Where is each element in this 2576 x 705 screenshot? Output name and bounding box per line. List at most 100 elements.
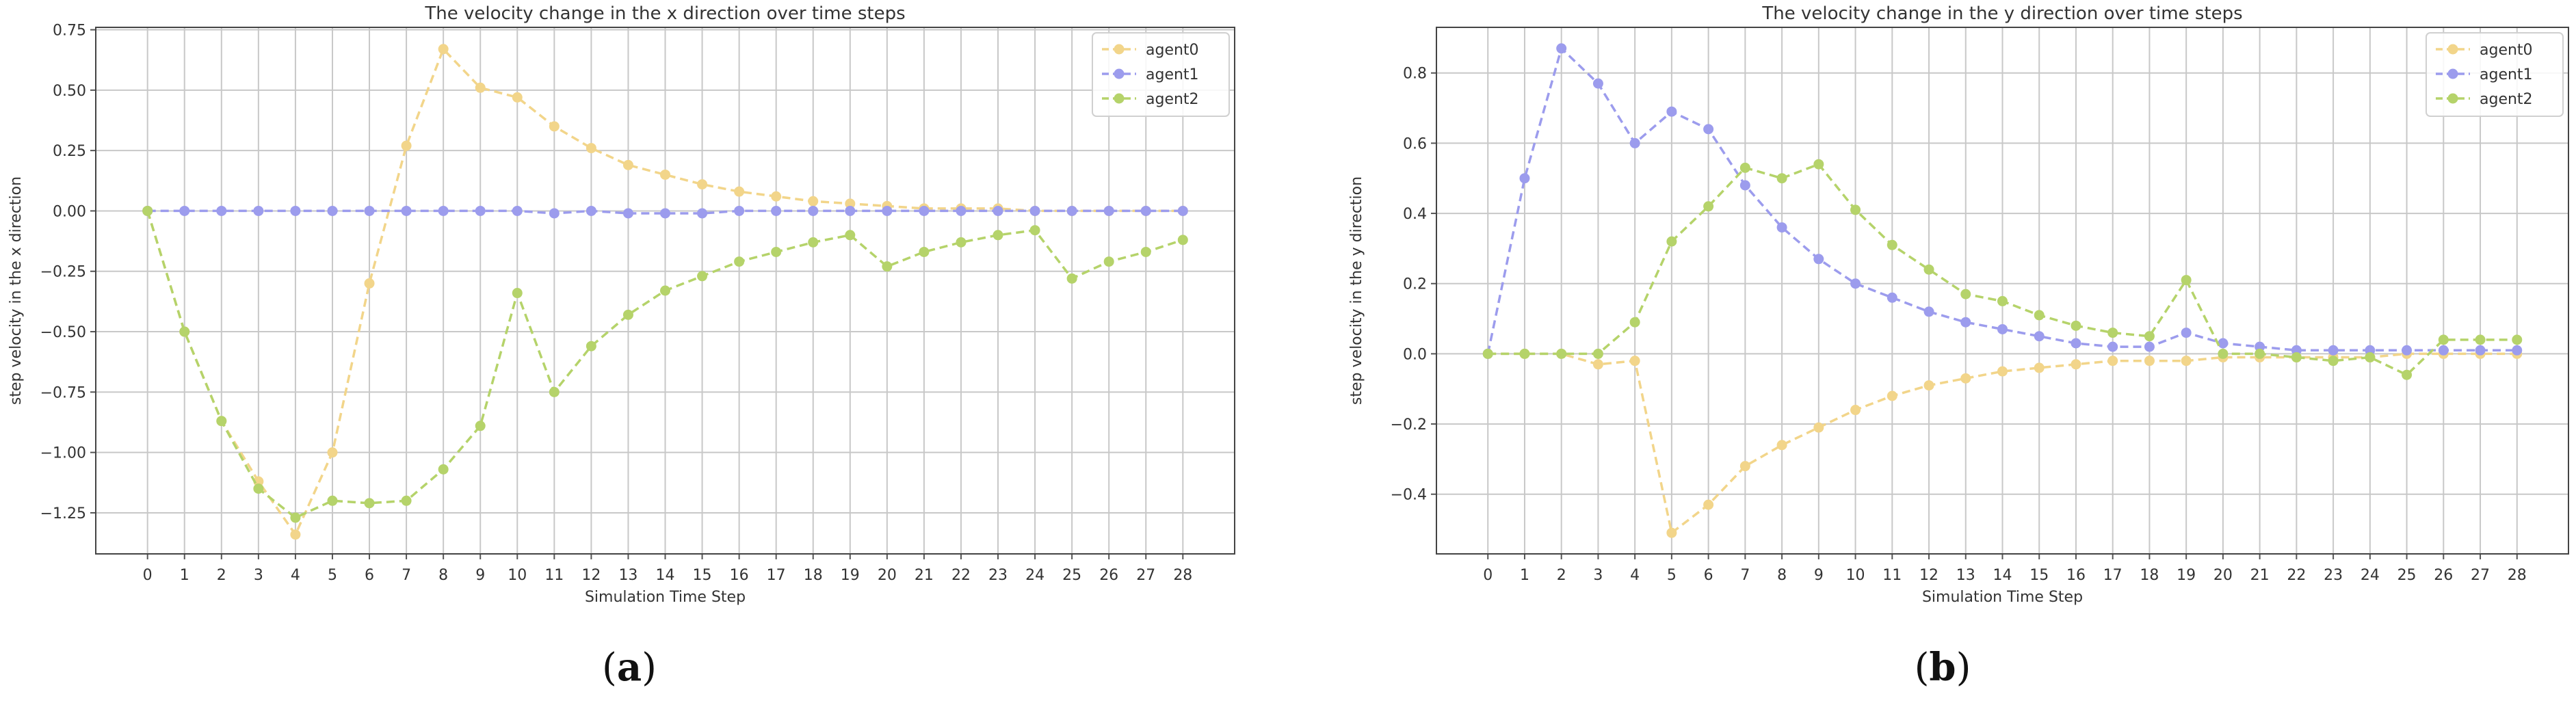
data-point-agent0 [845, 198, 856, 209]
data-point-agent0 [475, 82, 486, 93]
data-point-agent1 [2512, 345, 2523, 356]
x-tick-label: 5 [328, 567, 337, 584]
y-tick-label: 0.50 [53, 83, 86, 100]
y-tick-label: −1.25 [40, 505, 86, 522]
grid [1436, 27, 2568, 554]
data-point-agent1 [216, 205, 227, 216]
data-point-agent2 [1519, 348, 1530, 359]
x-tick-label: 22 [2287, 567, 2306, 584]
data-point-agent0 [2181, 356, 2192, 367]
data-point-agent0 [401, 140, 412, 151]
panel-letter: a [617, 645, 642, 690]
data-point-agent1 [179, 205, 190, 216]
x-axis-ticks: 0 1 2 3 4 5 6 7 8 9 10 11 12 13 14 15 16 17 18 19 20 21 22 23 24… [143, 554, 1192, 584]
x-tick-label: 26 [2434, 567, 2453, 584]
x-tick-label: 27 [1136, 567, 1155, 584]
legend-label-agent1: agent1 [1146, 66, 1199, 83]
data-point-agent1 [1029, 205, 1040, 216]
data-point-agent0 [2107, 356, 2118, 367]
x-tick-label: 3 [1593, 567, 1603, 584]
legend-label-agent0: agent0 [2480, 42, 2533, 59]
data-point-agent2 [1703, 201, 1714, 212]
data-point-agent1 [1850, 278, 1861, 289]
x-tick-label: 17 [2103, 567, 2122, 584]
x-tick-label: 13 [618, 567, 638, 584]
data-point-agent1 [2144, 341, 2155, 352]
data-point-agent0 [1739, 461, 1750, 472]
y-axis-ticks: −0.4 −0.2 0.0 0.2 0.4 0.6 0.8 [1391, 66, 1436, 504]
x-axis-ticks: 0 1 2 3 4 5 6 7 8 9 10 11 12 13 14 15 16 17 18 19 20 21 22 23 24… [1483, 554, 2527, 584]
data-point-agent2 [1813, 159, 1824, 170]
x-tick-label: 10 [1846, 567, 1865, 584]
x-tick-label: 0 [143, 567, 153, 584]
data-point-agent1 [438, 205, 449, 216]
data-point-agent1 [2218, 338, 2229, 349]
data-point-agent1 [2328, 345, 2339, 356]
data-point-agent1 [919, 205, 930, 216]
x-tick-label: 28 [2508, 567, 2527, 584]
legend-label-agent0: agent0 [1146, 42, 1199, 59]
data-point-agent0 [697, 179, 708, 190]
x-tick-label: 7 [1740, 567, 1750, 584]
legend-marker-agent1 [2447, 68, 2458, 79]
x-tick-label: 18 [2140, 567, 2159, 584]
legend-marker-agent2 [1114, 93, 1125, 104]
x-tick-label: 25 [2397, 567, 2417, 584]
data-point-agent2 [956, 237, 967, 248]
series-agent1 [1482, 43, 2523, 359]
data-point-agent0 [734, 186, 745, 197]
data-point-agent0 [1850, 405, 1861, 416]
y-axis-label: step velocity in the x direction [8, 176, 25, 405]
x-tick-label: 13 [1956, 567, 1975, 584]
data-point-agent2 [2181, 275, 2192, 286]
x-tick-label: 12 [1919, 567, 1938, 584]
data-point-agent1 [2181, 328, 2192, 338]
y-tick-label: 0.75 [53, 23, 86, 40]
data-point-agent1 [2071, 338, 2081, 349]
data-point-agent2 [2071, 320, 2081, 331]
data-point-agent0 [1629, 356, 1640, 367]
x-tick-label: 21 [915, 567, 934, 584]
data-point-agent2 [1739, 162, 1750, 173]
data-point-agent2 [1177, 235, 1188, 245]
data-point-agent1 [1923, 306, 1934, 317]
y-tick-label: −0.2 [1391, 416, 1427, 434]
data-point-agent1 [660, 208, 670, 219]
x-tick-label: 2 [1557, 567, 1566, 584]
data-point-agent2 [142, 205, 153, 216]
data-point-agent1 [290, 205, 301, 216]
data-point-agent2 [2402, 369, 2413, 380]
y-tick-label: −0.75 [40, 384, 86, 401]
data-point-agent2 [586, 341, 596, 351]
x-tick-label: 20 [878, 567, 897, 584]
data-point-agent1 [253, 205, 264, 216]
data-point-agent1 [1140, 205, 1151, 216]
x-tick-label: 2 [217, 567, 226, 584]
x-tick-label: 16 [2066, 567, 2086, 584]
data-point-agent2 [882, 261, 893, 272]
data-point-agent1 [1739, 180, 1750, 191]
legend-label-agent1: agent1 [2480, 66, 2533, 83]
data-point-agent2 [2328, 356, 2339, 367]
legend: agent0 agent1 agent2 [1092, 32, 1230, 117]
legend-box [1092, 32, 1230, 117]
axes-frame [95, 27, 1235, 555]
data-point-agent0 [1887, 390, 1897, 401]
data-point-agent2 [290, 512, 301, 523]
data-point-agent1 [1960, 317, 1971, 328]
data-point-agent0 [438, 44, 449, 55]
data-point-agent1 [845, 205, 856, 216]
x-tick-label: 3 [254, 567, 263, 584]
data-point-agent1 [1703, 124, 1714, 135]
x-tick-label: 4 [291, 567, 300, 584]
x-tick-label: 1 [180, 567, 189, 584]
x-tick-label: 8 [438, 567, 448, 584]
x-tick-label: 22 [951, 567, 971, 584]
x-tick-label: 14 [1993, 567, 2012, 584]
series-agent2 [142, 205, 1188, 523]
x-tick-label: 27 [2471, 567, 2490, 584]
x-tick-label: 15 [693, 567, 712, 584]
x-tick-label: 18 [804, 567, 823, 584]
data-point-agent2 [845, 230, 856, 241]
